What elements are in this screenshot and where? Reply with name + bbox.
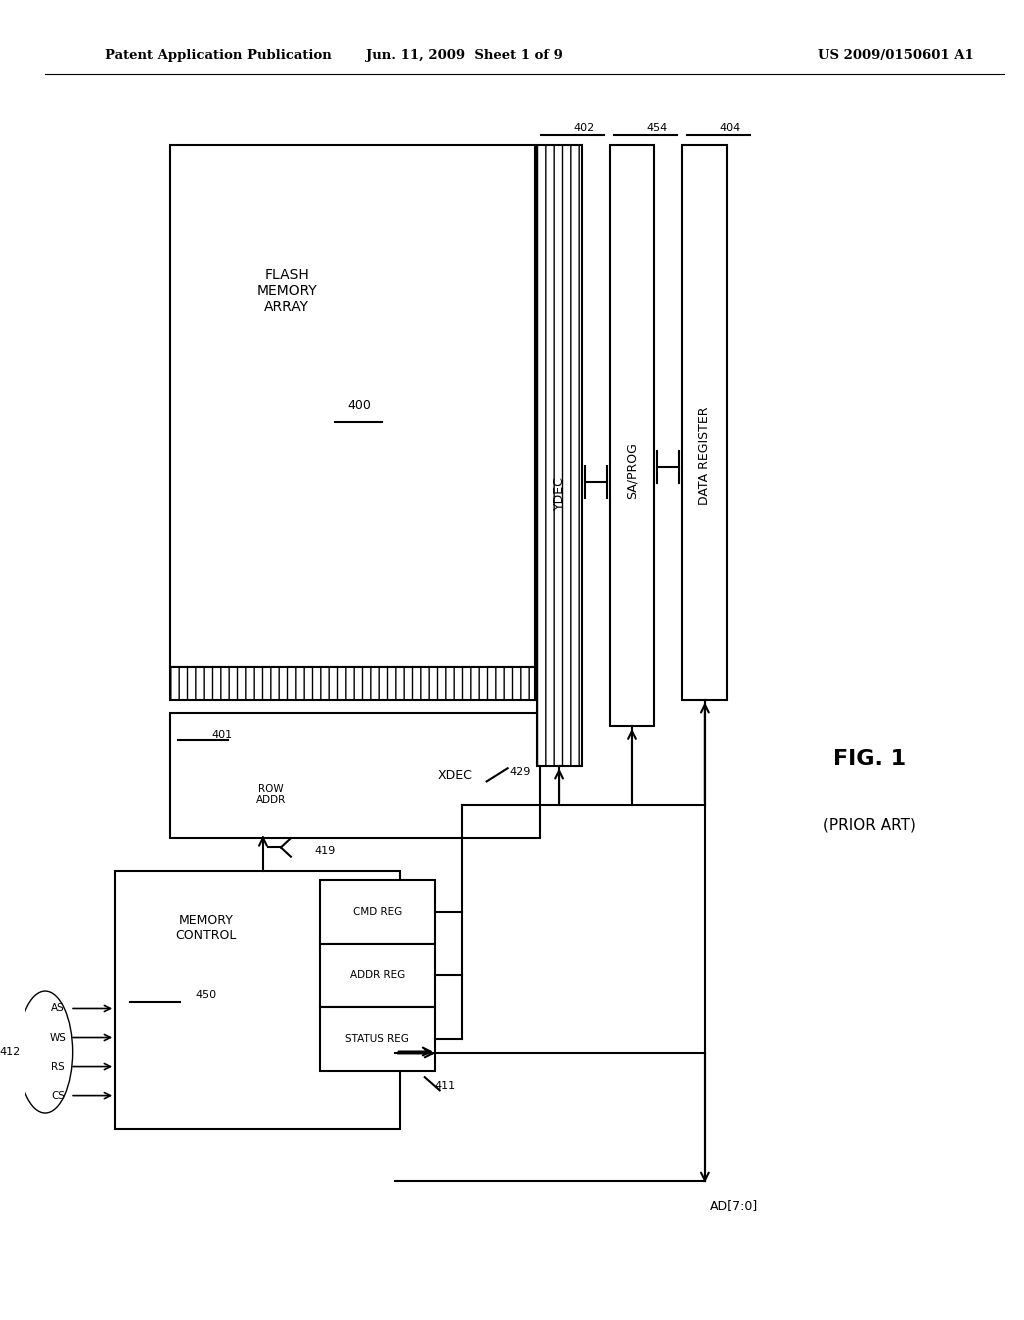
Bar bbox=[115, 871, 399, 1129]
Text: FIG. 1: FIG. 1 bbox=[833, 748, 906, 770]
Text: FLASH
MEMORY
ARRAY: FLASH MEMORY ARRAY bbox=[256, 268, 317, 314]
Text: 411: 411 bbox=[435, 1081, 456, 1092]
Text: SA/PROG: SA/PROG bbox=[626, 442, 639, 499]
Text: 454: 454 bbox=[646, 123, 668, 133]
Bar bbox=[170, 713, 540, 838]
Text: CS: CS bbox=[51, 1090, 66, 1101]
Text: ADDR REG: ADDR REG bbox=[349, 970, 404, 981]
Bar bbox=[609, 145, 654, 726]
Text: Jun. 11, 2009  Sheet 1 of 9: Jun. 11, 2009 Sheet 1 of 9 bbox=[367, 49, 563, 62]
Text: CMD REG: CMD REG bbox=[352, 907, 401, 917]
Text: 419: 419 bbox=[314, 846, 336, 857]
Text: 400: 400 bbox=[348, 400, 372, 412]
Text: US 2009/0150601 A1: US 2009/0150601 A1 bbox=[818, 49, 974, 62]
Text: STATUS REG: STATUS REG bbox=[345, 1034, 410, 1044]
Text: ROW
ADDR: ROW ADDR bbox=[256, 784, 286, 805]
Bar bbox=[537, 145, 582, 766]
Text: YDEC: YDEC bbox=[553, 475, 565, 510]
Text: (PRIOR ART): (PRIOR ART) bbox=[822, 817, 915, 833]
Bar bbox=[319, 880, 435, 944]
Bar bbox=[682, 145, 727, 700]
Bar bbox=[319, 1007, 435, 1071]
Bar bbox=[170, 145, 535, 667]
Text: AS: AS bbox=[51, 1003, 66, 1014]
Text: 401: 401 bbox=[211, 730, 232, 741]
Text: WS: WS bbox=[50, 1032, 67, 1043]
Text: 450: 450 bbox=[196, 990, 217, 999]
Text: MEMORY
CONTROL: MEMORY CONTROL bbox=[175, 913, 237, 942]
Text: DATA REGISTER: DATA REGISTER bbox=[698, 407, 712, 506]
Text: 402: 402 bbox=[573, 123, 595, 133]
Text: Patent Application Publication: Patent Application Publication bbox=[105, 49, 332, 62]
Text: AD[7:0]: AD[7:0] bbox=[710, 1199, 758, 1212]
Text: 404: 404 bbox=[719, 123, 740, 133]
Text: 429: 429 bbox=[510, 767, 531, 777]
Text: RS: RS bbox=[51, 1061, 66, 1072]
Text: 412: 412 bbox=[0, 1047, 20, 1057]
Text: XDEC: XDEC bbox=[437, 770, 472, 781]
Bar bbox=[170, 667, 535, 700]
Bar bbox=[319, 944, 435, 1007]
